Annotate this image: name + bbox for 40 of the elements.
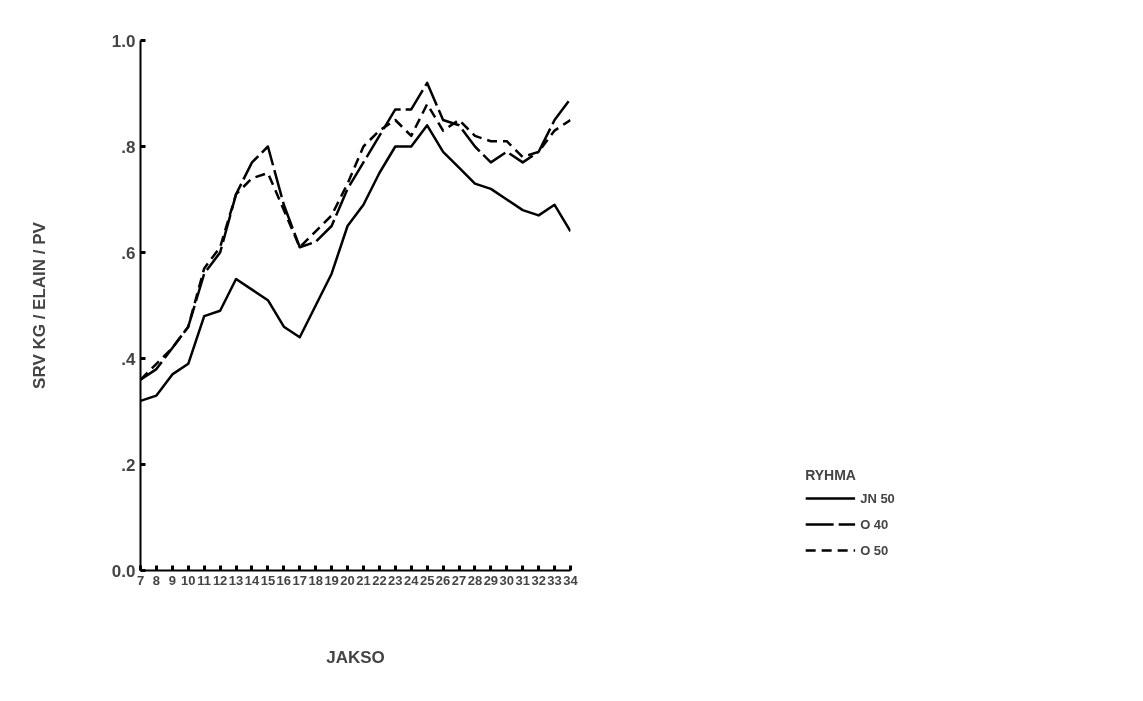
y-tick-label: .6 — [121, 243, 136, 263]
x-tick-label: 7 — [136, 572, 145, 588]
x-tick-label: 32 — [531, 572, 546, 588]
y-tick-label: 1.0 — [111, 31, 136, 51]
x-tick-label: 18 — [308, 572, 323, 588]
x-tick-label: 16 — [276, 572, 292, 588]
legend-label: O 40 — [860, 516, 889, 532]
x-tick-label: 19 — [324, 572, 339, 588]
x-axis-title: JAKSO — [326, 647, 385, 667]
legend-label: JN 50 — [860, 490, 895, 506]
x-tick-label: 24 — [404, 572, 420, 588]
x-tick-label: 9 — [168, 572, 176, 588]
x-tick-label: 15 — [260, 572, 276, 588]
y-tick-label: .4 — [121, 349, 137, 369]
x-tick-label: 30 — [499, 572, 515, 588]
x-tick-label: 11 — [197, 572, 212, 588]
legend-label: O 50 — [860, 542, 889, 558]
x-tick-label: 17 — [292, 572, 307, 588]
x-tick-label: 21 — [356, 572, 371, 588]
x-tick-label: 14 — [244, 572, 260, 588]
legend-title: RYHMA — [805, 467, 857, 483]
x-tick-label: 28 — [467, 572, 483, 588]
y-tick-label: .8 — [121, 137, 136, 157]
y-tick-label: .2 — [121, 455, 136, 475]
y-axis-title: SRV KG / ELAIN / PV — [29, 221, 49, 389]
x-tick-label: 22 — [372, 572, 387, 588]
x-tick-label: 13 — [228, 572, 244, 588]
x-tick-label: 33 — [547, 572, 562, 588]
x-tick-label: 29 — [483, 572, 499, 588]
x-tick-label: 27 — [451, 572, 467, 588]
x-tick-label: 23 — [388, 572, 403, 588]
y-tick-label: 0.0 — [111, 561, 136, 581]
x-tick-label: 26 — [435, 572, 451, 588]
x-tick-label: 34 — [563, 572, 579, 588]
x-tick-label: 10 — [181, 572, 196, 588]
x-tick-label: 8 — [152, 572, 161, 588]
x-tick-label: 25 — [419, 572, 435, 588]
x-tick-label: 12 — [212, 572, 228, 588]
x-tick-label: 20 — [340, 572, 355, 588]
x-tick-label: 31 — [515, 572, 530, 588]
